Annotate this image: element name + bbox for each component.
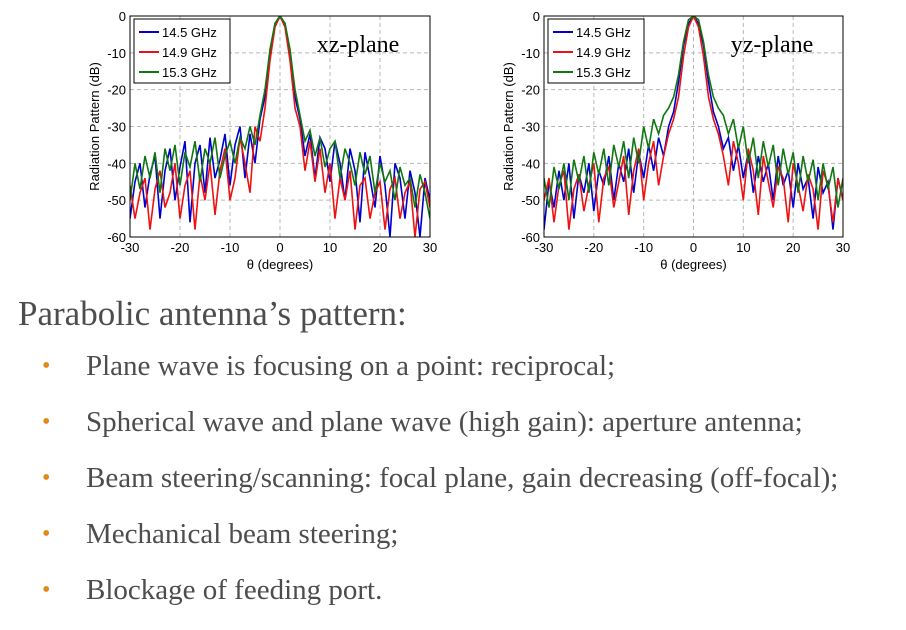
plane-annotation: xz-plane	[317, 32, 400, 58]
legend-label: 14.5 GHz	[162, 25, 217, 40]
series-line	[130, 16, 430, 219]
x-tick-label: 20	[373, 240, 387, 255]
x-tick-label: 30	[423, 240, 437, 255]
x-tick-label: 0	[276, 240, 283, 255]
slide-title: Parabolic antenna’s pattern:	[18, 294, 407, 333]
x-axis-label: θ (degrees)	[660, 257, 726, 272]
x-tick-label: 0	[690, 240, 697, 255]
bullet-text: Blockage of feeding port.	[86, 574, 383, 606]
y-axis-label: Radiation Pattern (dB)	[87, 62, 102, 191]
bullet-dot-icon: •	[42, 521, 51, 547]
y-tick-label: -50	[521, 193, 540, 208]
y-tick-label: -30	[521, 120, 540, 135]
y-tick-label: -60	[107, 230, 126, 245]
bullet-text: Spherical wave and plane wave (high gain…	[86, 406, 803, 438]
y-axis-label: Radiation Pattern (dB)	[501, 62, 516, 191]
y-tick-label: 0	[533, 9, 540, 24]
x-tick-label: 30	[836, 240, 850, 255]
y-tick-label: -40	[107, 156, 126, 171]
bullet-dot-icon: •	[42, 577, 51, 603]
y-tick-label: -40	[521, 156, 540, 171]
y-tick-label: -10	[107, 46, 126, 61]
x-tick-label: -30	[121, 240, 140, 255]
y-tick-label: -20	[521, 83, 540, 98]
plane-annotation: yz-plane	[731, 32, 814, 58]
plot-frame	[129, 15, 431, 238]
bullet-text: Mechanical beam steering;	[86, 518, 399, 550]
y-tick-label: -20	[107, 83, 126, 98]
legend-label: 14.9 GHz	[162, 45, 217, 60]
series-line	[544, 16, 843, 230]
x-tick-label: -20	[584, 240, 603, 255]
series-line	[130, 16, 430, 237]
series-line	[544, 16, 843, 230]
y-tick-label: 0	[119, 9, 126, 24]
series-line	[544, 16, 843, 208]
bullet-text: Beam steering/scanning: focal plane, gai…	[86, 462, 839, 494]
legend-label: 15.3 GHz	[576, 65, 631, 80]
x-tick-label: -10	[634, 240, 653, 255]
radiation-pattern-charts: -30 -20 -10 0 10 20 30 0 -10 -20 -30 -40 -50 -60 14.5 …	[87, 9, 850, 272]
bullet-text: Plane wave is focusing on a point: recip…	[86, 350, 616, 382]
y-tick-label: -10	[521, 46, 540, 61]
bullet-dot-icon: •	[42, 409, 51, 435]
x-axis-label: θ (degrees)	[247, 257, 313, 272]
legend-label: 15.3 GHz	[162, 65, 217, 80]
x-tick-label: 10	[323, 240, 337, 255]
series-line	[130, 16, 430, 237]
legend-label: 14.5 GHz	[576, 25, 631, 40]
y-tick-label: -50	[107, 193, 126, 208]
y-tick-label: -60	[521, 230, 540, 245]
x-tick-label: -20	[171, 240, 190, 255]
plot-frame	[543, 15, 844, 238]
charts-area: -30 -20 -10 0 10 20 30 0 -10 -20 -30 -40 -50 -60 14.5 …	[0, 0, 906, 285]
x-tick-label: -30	[535, 240, 554, 255]
x-tick-label: 20	[786, 240, 800, 255]
y-tick-label: -30	[107, 120, 126, 135]
x-tick-label: 10	[736, 240, 750, 255]
bullet-dot-icon: •	[42, 465, 51, 491]
legend-label: 14.9 GHz	[576, 45, 631, 60]
bullet-dot-icon: •	[42, 353, 51, 379]
x-tick-label: -10	[221, 240, 240, 255]
